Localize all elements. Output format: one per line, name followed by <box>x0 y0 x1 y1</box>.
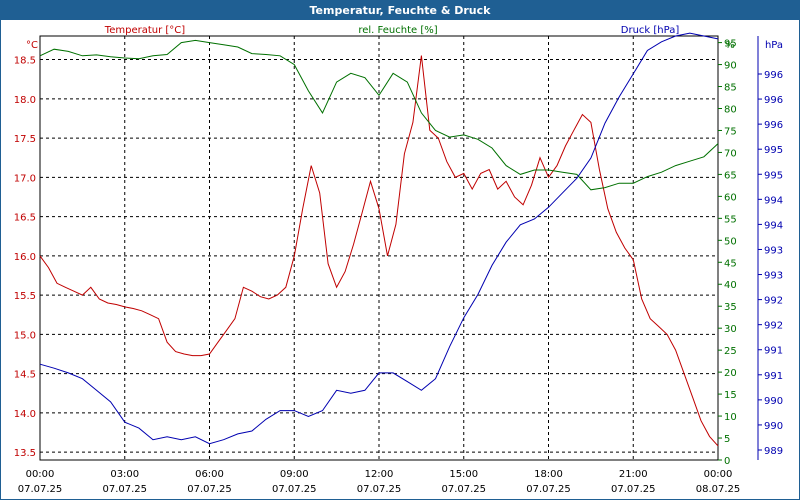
time-tick-label: 09:00 <box>280 469 309 480</box>
temperature-tick-label: 14.0 <box>14 409 36 420</box>
pressure-tick-label: 992 <box>764 296 783 307</box>
time-tick-label: 03:00 <box>110 469 139 480</box>
temperature-tick-label: 17.5 <box>14 134 36 145</box>
time-tick-label: 00:00 <box>704 469 733 480</box>
time-tick-label: 12:00 <box>365 469 394 480</box>
humidity-tick-label: 85 <box>724 83 737 94</box>
time-tick-label: 06:00 <box>195 469 224 480</box>
humidity-tick-label: 55 <box>724 214 737 225</box>
humidity-tick-label: 15 <box>724 390 737 401</box>
temperature-unit: °C <box>26 40 38 51</box>
grid <box>39 36 719 460</box>
temperature-tick-label: 18.0 <box>14 95 36 106</box>
humidity-axis: 0 5 10 15 20 25 30 35 40 45 50 55 60 65 70 75 80 85 90 95 <box>718 39 737 467</box>
temperature-tick-label: 16.0 <box>14 252 36 263</box>
humidity-tick-label: 0 <box>724 456 730 467</box>
date-tick-label: 07.07.25 <box>187 484 232 495</box>
humidity-tick-label: 30 <box>724 324 737 335</box>
humidity-tick-label: 80 <box>724 104 737 115</box>
temperature-axis-label: Temperatur [°C] <box>104 25 185 36</box>
pressure-tick-label: 995 <box>764 170 783 181</box>
humidity-tick-label: 90 <box>724 61 737 72</box>
date-tick-label: 08.07.25 <box>696 484 741 495</box>
pressure-tick-label: 996 <box>764 95 783 106</box>
pressure-tick-label: 993 <box>764 245 783 256</box>
humidity-tick-label: 20 <box>724 368 737 379</box>
pressure-unit: hPa <box>765 40 783 51</box>
temperature-tick-label: 13.5 <box>14 448 36 459</box>
date-tick-label: 07.07.25 <box>357 484 402 495</box>
series-layer <box>39 32 719 447</box>
humidity-tick-label: 10 <box>724 412 737 423</box>
pressure-tick-label: 990 <box>764 396 783 407</box>
date-tick-label: 07.07.25 <box>18 484 63 495</box>
humidity-tick-label: 70 <box>724 148 737 159</box>
pressure-axis-label: Druck [hPa] <box>621 25 680 36</box>
temperature-tick-label: 17.0 <box>14 173 36 184</box>
pressure-tick-label: 991 <box>764 346 783 357</box>
pressure-tick-label: 995 <box>764 145 783 156</box>
plot-border <box>39 35 719 461</box>
pressure-axis: 989 990 990 991 991 992 992 993 993 994 994 995 995 9… <box>757 36 783 460</box>
temperature-tick-label: 15.0 <box>14 330 36 341</box>
time-tick-label: 21:00 <box>619 469 648 480</box>
humidity-tick-label: 60 <box>724 192 737 203</box>
date-tick-label: 07.07.25 <box>441 484 486 495</box>
temperature-tick-label: 16.5 <box>14 213 36 224</box>
temperature-series-line <box>39 55 719 447</box>
pressure-tick-label: 994 <box>764 220 783 231</box>
date-tick-label: 07.07.25 <box>272 484 317 495</box>
date-tick-label: 07.07.25 <box>526 484 571 495</box>
humidity-tick-label: 5 <box>724 434 730 445</box>
temperature-tick-label: 15.5 <box>14 291 36 302</box>
humidity-tick-label: 95 <box>724 39 737 50</box>
pressure-tick-label: 991 <box>764 371 783 382</box>
time-tick-label: 18:00 <box>534 469 563 480</box>
humidity-tick-label: 40 <box>724 280 737 291</box>
pressure-tick-label: 992 <box>764 321 783 332</box>
humidity-tick-label: 65 <box>724 170 737 181</box>
humidity-axis-label: rel. Feuchte [%] <box>358 25 437 36</box>
humidity-tick-label: 35 <box>724 302 737 313</box>
temperature-tick-label: 18.5 <box>14 56 36 67</box>
date-tick-label: 07.07.25 <box>611 484 656 495</box>
pressure-tick-label: 993 <box>764 271 783 282</box>
humidity-series-line <box>39 39 719 191</box>
pressure-tick-label: 989 <box>764 446 783 457</box>
time-tick-label: 15:00 <box>449 469 478 480</box>
pressure-tick-label: 994 <box>764 195 783 206</box>
humidity-tick-label: 25 <box>724 346 737 357</box>
temperature-tick-label: 14.5 <box>14 370 36 381</box>
pressure-tick-label: 996 <box>764 70 783 81</box>
pressure-series-line <box>39 32 719 445</box>
pressure-tick-label: 996 <box>764 120 783 131</box>
humidity-tick-label: 45 <box>724 258 737 269</box>
humidity-tick-label: 75 <box>724 126 737 137</box>
date-tick-label: 07.07.25 <box>102 484 147 495</box>
time-tick-label: 00:00 <box>26 469 55 480</box>
humidity-unit: % <box>725 40 735 51</box>
humidity-tick-label: 50 <box>724 236 737 247</box>
window-title: Temperatur, Feuchte & Druck <box>1 1 799 20</box>
temperature-axis: 13.5 14.0 14.5 15.0 15.5 16.0 16.5 17.0 17.5 18.0… <box>14 56 36 460</box>
pressure-tick-label: 990 <box>764 421 783 432</box>
time-axis: 00:00 07.07.25 03:00 07.07.25 06:00 07.07.25 0… <box>18 469 741 495</box>
